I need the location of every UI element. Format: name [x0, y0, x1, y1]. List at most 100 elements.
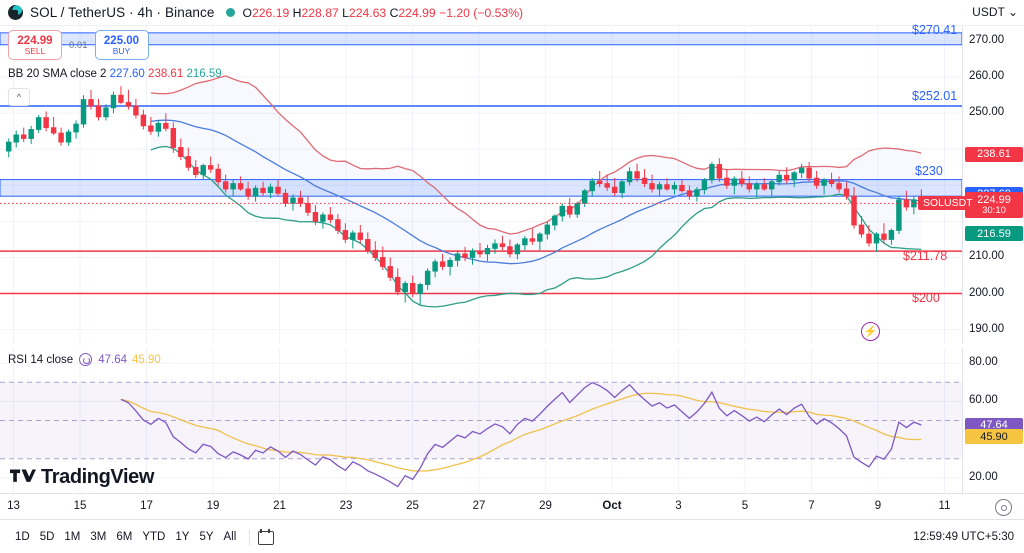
candle-body [769, 181, 775, 190]
rsi-band-fill [0, 382, 962, 459]
rsi-value-pill[interactable]: 47.64 [965, 417, 1023, 433]
close-value: 224.99 [398, 5, 436, 20]
candle-body [656, 184, 663, 190]
candle-body [783, 174, 790, 181]
chevron-up-icon[interactable]: ^ [8, 88, 30, 106]
candle-body [28, 129, 34, 139]
currency-selector[interactable]: USDT ⌄ [972, 5, 1018, 19]
buy-price: 225.00 [103, 34, 140, 47]
candle-body [746, 183, 753, 190]
bb-name: BB 20 SMA close 2 [8, 68, 107, 80]
candle-body [163, 122, 169, 129]
candle-body [798, 167, 805, 174]
candle-body [866, 233, 872, 244]
bb-lower-pill[interactable]: 216.59 [965, 226, 1023, 242]
lightning-bolt-icon[interactable]: ⚡ [861, 322, 880, 341]
candle-body [118, 94, 124, 103]
price-tick: 200.00 [969, 286, 1005, 299]
candle-body [282, 192, 289, 204]
candle-body [103, 107, 109, 118]
refresh-circle-icon [79, 353, 93, 366]
rsi-chart-pane[interactable] [0, 348, 962, 493]
level-200[interactable]: $200 [912, 290, 940, 305]
rsi-ma-pill[interactable]: 45.90 [965, 429, 1023, 445]
buy-button[interactable]: 225.00 BUY [94, 30, 149, 60]
candle-body [619, 181, 625, 193]
candle-body [761, 184, 767, 190]
bb-upper-pill[interactable]: 238.61 [965, 146, 1023, 162]
range-button-all[interactable]: All [223, 530, 237, 543]
bb-upper-value: 238.61 [148, 68, 184, 80]
candle-body [537, 233, 543, 242]
range-button-5y[interactable]: 5Y [199, 530, 214, 543]
sol-logo-icon [8, 5, 23, 20]
rsi-tick: 20.00 [969, 470, 998, 483]
candle-body [754, 184, 760, 190]
candle-body [394, 276, 401, 293]
candle-body [424, 270, 431, 285]
range-button-1y[interactable]: 1Y [175, 530, 190, 543]
candle-body [724, 177, 730, 186]
candle-body [178, 147, 184, 157]
bollinger-legend[interactable]: BB 20 SMA close 2 227.60 238.61 216.59 [8, 68, 222, 80]
candle-body [828, 179, 835, 184]
time-tick: 17 [140, 500, 153, 512]
open-value: 226.19 [251, 5, 290, 20]
candle-body [200, 165, 206, 175]
market-open-dot [225, 8, 235, 17]
level-211[interactable]: $211.78 [903, 248, 948, 263]
candle-body [13, 134, 19, 143]
candle-body [50, 127, 57, 134]
level-zone[interactable] [0, 32, 962, 46]
high-value: 228.87 [301, 5, 339, 20]
candle-body [447, 259, 453, 267]
level-270[interactable]: $270.41 [912, 22, 958, 37]
candle-body [462, 253, 468, 258]
watermark-text: TradingView [41, 466, 155, 488]
change-value: −1.20 (−0.53%) [439, 5, 524, 20]
range-button-1m[interactable]: 1M [64, 530, 81, 543]
range-button-1d[interactable]: 1D [15, 530, 30, 543]
candle-body [469, 250, 476, 258]
range-button-5d[interactable]: 5D [39, 530, 55, 543]
last-price-pill[interactable]: 224.99 30:10 [965, 192, 1023, 219]
candle-body [552, 215, 558, 226]
bollinger-upper-line [150, 75, 922, 235]
symbol-title[interactable]: SOL / TetherUS · 4h · Binance [30, 5, 215, 20]
range-button-ytd[interactable]: YTD [142, 530, 166, 543]
candle-body [858, 224, 865, 235]
toolbar-divider [249, 528, 251, 545]
last-price-pill-value: 224.99 [977, 193, 1011, 206]
bb-basis-value: 227.60 [109, 68, 145, 80]
candle-body [529, 238, 536, 242]
candle-body [888, 230, 895, 240]
candle-body [701, 179, 708, 191]
candle-body [312, 211, 319, 222]
time-tick: 15 [73, 500, 87, 512]
rsi-line [120, 381, 922, 488]
price-axis[interactable]: 270.00 260.00 250.00 210.00 200.00 190.00 238.… [962, 26, 1024, 344]
range-button-6m[interactable]: 6M [116, 530, 133, 543]
time-axis[interactable]: 13 15 17 19 21 23 25 27 29 Oct 3 5 7 9 11 [0, 493, 1024, 519]
candle-body [380, 257, 386, 267]
range-button-3m[interactable]: 3M [90, 530, 107, 543]
level-252[interactable]: $252.01 [912, 89, 958, 104]
rsi-axis[interactable]: 80.00 60.00 20.00 47.64 45.90 [962, 348, 1024, 493]
rsi-legend[interactable]: RSI 14 close 47.64 45.90 [8, 353, 161, 366]
go-to-date-icon[interactable] [258, 528, 275, 545]
buy-label: BUY [112, 45, 131, 56]
candle-body [335, 219, 341, 231]
time-tick: 13 [7, 500, 20, 512]
candle-body [671, 184, 678, 190]
candle-body [821, 179, 827, 186]
price-chart-pane[interactable] [0, 26, 962, 344]
candle-body [873, 233, 880, 244]
clock-label: 12:59:49 UTC+5:30 [913, 530, 1014, 543]
candle-body [694, 189, 700, 197]
axis-settings-icon[interactable] [995, 499, 1012, 516]
candle-body [357, 232, 364, 240]
level-230[interactable]: $230 [915, 164, 943, 179]
sell-button[interactable]: 224.99 SELL [8, 30, 62, 60]
low-key: L [342, 5, 349, 20]
candle-body [155, 122, 162, 132]
